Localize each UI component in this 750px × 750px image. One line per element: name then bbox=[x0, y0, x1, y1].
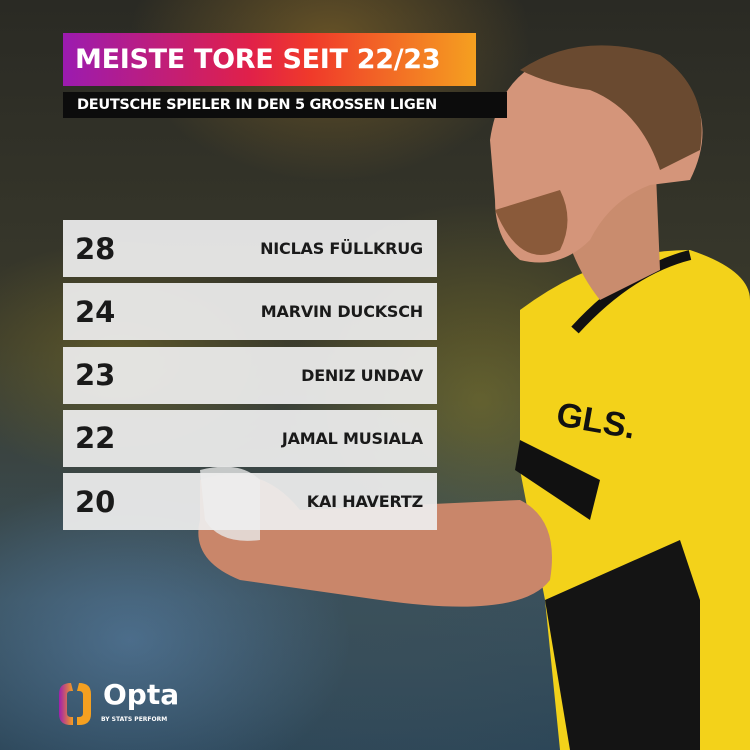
ranking-row: 20 KAI HAVERTZ bbox=[63, 473, 437, 531]
page-subtitle: DEUTSCHE SPIELER IN DEN 5 GROSSEN LIGEN bbox=[63, 92, 507, 118]
logo-tagline: BY STATS PERFORM bbox=[101, 716, 168, 723]
goals-value: 24 bbox=[75, 294, 116, 329]
page-title: MEISTE TORE SEIT 22/23 bbox=[63, 33, 476, 86]
ranking-row: 24 MARVIN DUCKSCH bbox=[63, 283, 437, 341]
goals-value: 28 bbox=[75, 231, 116, 266]
goals-value: 22 bbox=[75, 421, 116, 456]
player-name: DENIZ UNDAV bbox=[301, 365, 423, 385]
ranking-row: 28 NICLAS FÜLLKRUG bbox=[63, 220, 437, 277]
player-name: MARVIN DUCKSCH bbox=[260, 302, 423, 322]
ranking-row: 23 DENIZ UNDAV bbox=[63, 346, 437, 404]
opta-mark-icon bbox=[59, 683, 91, 725]
ranking-row: 22 JAMAL MUSIALA bbox=[63, 409, 437, 467]
opta-logo: Opta BY STATS PERFORM bbox=[55, 680, 179, 728]
player-name: NICLAS FÜLLKRUG bbox=[260, 239, 423, 258]
player-name: KAI HAVERTZ bbox=[306, 492, 423, 512]
player-name: JAMAL MUSIALA bbox=[281, 428, 423, 448]
goals-value: 20 bbox=[75, 484, 116, 519]
logo-text: Opta bbox=[103, 678, 180, 711]
ranking-list: 28 NICLAS FÜLLKRUG 24 MARVIN DUCKSCH 23 DEN… bbox=[63, 220, 437, 536]
goals-value: 23 bbox=[75, 358, 116, 393]
